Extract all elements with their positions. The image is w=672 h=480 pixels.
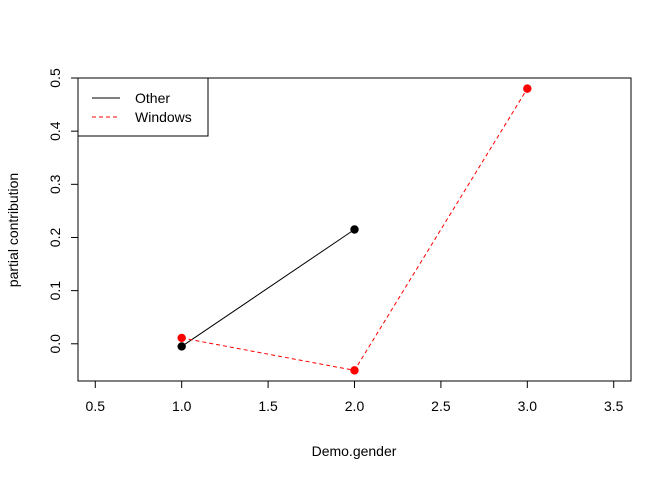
y-tick-label-2: 0.2 bbox=[47, 228, 63, 248]
y-tick-label-4: 0.4 bbox=[47, 121, 63, 141]
data-point-other-1 bbox=[350, 225, 359, 234]
legend-label-windows: Windows bbox=[135, 109, 192, 125]
y-tick-label-5: 0.5 bbox=[47, 68, 63, 88]
series-layer bbox=[177, 84, 532, 375]
data-point-windows-2 bbox=[523, 84, 532, 93]
x-tick-label-4: 2.5 bbox=[431, 398, 451, 414]
data-point-windows-1 bbox=[350, 366, 359, 375]
y-tick-label-3: 0.3 bbox=[47, 174, 63, 194]
legend-label-other: Other bbox=[135, 90, 170, 106]
legend-box bbox=[77, 77, 209, 137]
x-tick-label-6: 3.5 bbox=[604, 398, 624, 414]
x-tick-label-2: 1.5 bbox=[258, 398, 278, 414]
y-tick-label-0: 0.0 bbox=[47, 334, 63, 354]
x-tick-label-1: 1.0 bbox=[172, 398, 192, 414]
x-tick-label-5: 3.0 bbox=[518, 398, 538, 414]
x-axis-title: Demo.gender bbox=[312, 443, 397, 459]
x-axis: 0.5 1.0 1.5 2.0 2.5 3.0 3.5 bbox=[86, 380, 624, 414]
x-tick-label-3: 2.0 bbox=[345, 398, 365, 414]
y-axis-title: partial contribution bbox=[5, 173, 21, 287]
series-line-other bbox=[181, 229, 355, 347]
legend: Other Windows bbox=[77, 77, 209, 137]
data-point-other-0 bbox=[177, 342, 186, 351]
data-point-windows-0 bbox=[177, 333, 186, 343]
y-tick-label-1: 0.1 bbox=[47, 281, 63, 301]
x-tick-label-0: 0.5 bbox=[86, 398, 106, 414]
y-axis: 0.0 0.1 0.2 0.3 0.4 0.5 bbox=[47, 68, 79, 354]
